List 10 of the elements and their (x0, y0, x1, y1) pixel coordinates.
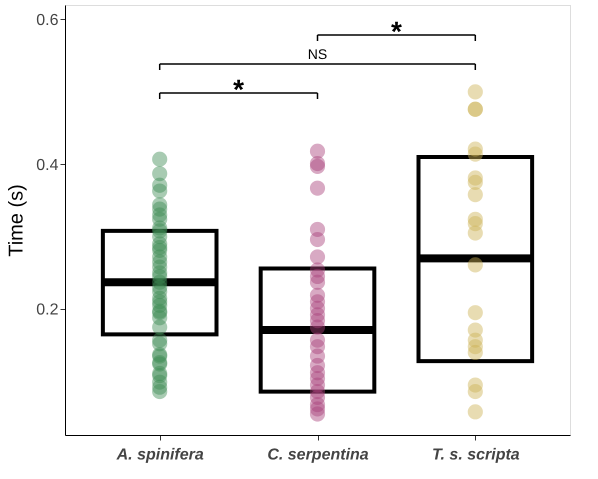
y-axis-title: Time (s) (5, 184, 28, 257)
y-tick-label: 0.4 (36, 156, 59, 174)
annotation: * (233, 74, 244, 105)
annotation: NS (308, 46, 328, 62)
y-tick-label: 0.2 (36, 302, 59, 319)
x-tick-label: T. s. scripta (432, 446, 520, 464)
y-tick-label: 0.6 (36, 12, 59, 29)
x-tick-label: A. spinifera (116, 446, 204, 464)
annotation: * (390, 16, 402, 47)
x-tick-label: C. serpentina (267, 446, 369, 464)
